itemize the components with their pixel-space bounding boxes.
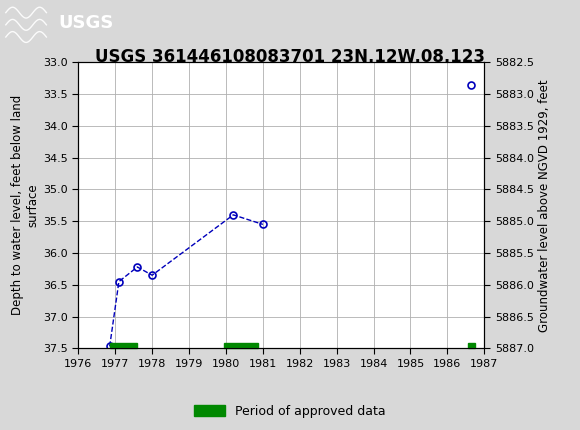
Bar (224, 343, 259, 348)
Bar (467, 343, 475, 348)
Legend: Period of approved data: Period of approved data (190, 401, 390, 421)
Y-axis label: Depth to water level, feet below land
surface: Depth to water level, feet below land su… (11, 95, 39, 316)
Text: USGS 361446108083701 23N.12W.08.123: USGS 361446108083701 23N.12W.08.123 (95, 48, 485, 66)
Text: USGS: USGS (58, 14, 113, 31)
Bar (110, 343, 137, 348)
Y-axis label: Groundwater level above NGVD 1929, feet: Groundwater level above NGVD 1929, feet (538, 79, 551, 332)
